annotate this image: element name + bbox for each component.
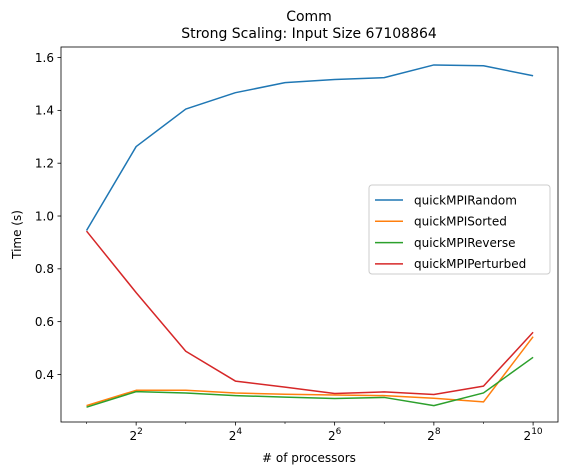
- series-line-quickMPIReverse: [86, 356, 534, 408]
- x-tick-base: 2: [524, 429, 532, 443]
- chart-subtitle: Strong Scaling: Input Size 67108864: [181, 26, 437, 42]
- series-lines: [85, 64, 534, 408]
- x-tick-base: 2: [129, 429, 137, 443]
- x-tick-label: 24: [229, 427, 243, 443]
- y-tick-label: 1.6: [35, 51, 54, 65]
- legend-label: quickMPISorted: [414, 215, 507, 229]
- x-tick-exponent: 10: [531, 427, 543, 437]
- y-tick-label: 0.4: [35, 368, 54, 382]
- x-axis-label: # of processors: [262, 451, 356, 465]
- y-tick-label: 0.8: [35, 262, 54, 276]
- x-tick-exponent: 8: [435, 427, 441, 437]
- y-tick-label: 0.6: [35, 315, 54, 329]
- series-line-quickMPIPerturbed: [85, 230, 534, 396]
- y-axis-label: Time (s): [10, 210, 24, 260]
- x-tick-exponent: 6: [336, 427, 342, 437]
- series-line-quickMPISorted: [86, 336, 534, 407]
- chart-title: Comm: [286, 9, 332, 25]
- x-tick-base: 2: [229, 429, 237, 443]
- x-tick-base: 2: [328, 429, 336, 443]
- legend-label: quickMPIPerturbed: [414, 257, 526, 271]
- x-tick-label: 26: [328, 427, 342, 443]
- series-line-quickMPIRandom: [85, 64, 534, 231]
- plot-frame: [60, 46, 559, 423]
- legend-label: quickMPIRandom: [414, 193, 517, 207]
- x-tick-exponent: 2: [137, 427, 143, 437]
- y-tick-label: 1.4: [35, 104, 54, 118]
- legend-box: [368, 184, 551, 275]
- x-axis-ticks: 22 24 26 28 210: [86, 422, 543, 443]
- x-tick-label: 210: [524, 427, 543, 443]
- x-tick-exponent: 4: [236, 427, 242, 437]
- x-tick-label: 22: [129, 427, 142, 443]
- legend: quickMPIRandom quickMPISorted quickMPIReve…: [368, 184, 551, 275]
- x-tick-base: 2: [427, 429, 435, 443]
- x-tick-label: 28: [427, 427, 441, 443]
- legend-label: quickMPIReverse: [414, 236, 515, 250]
- y-tick-label: 1.2: [35, 156, 54, 170]
- y-tick-label: 1.0: [35, 209, 54, 223]
- y-axis-ticks: 0.4 0.6 0.8 1.0 1.2 1.4 1.6: [35, 51, 61, 382]
